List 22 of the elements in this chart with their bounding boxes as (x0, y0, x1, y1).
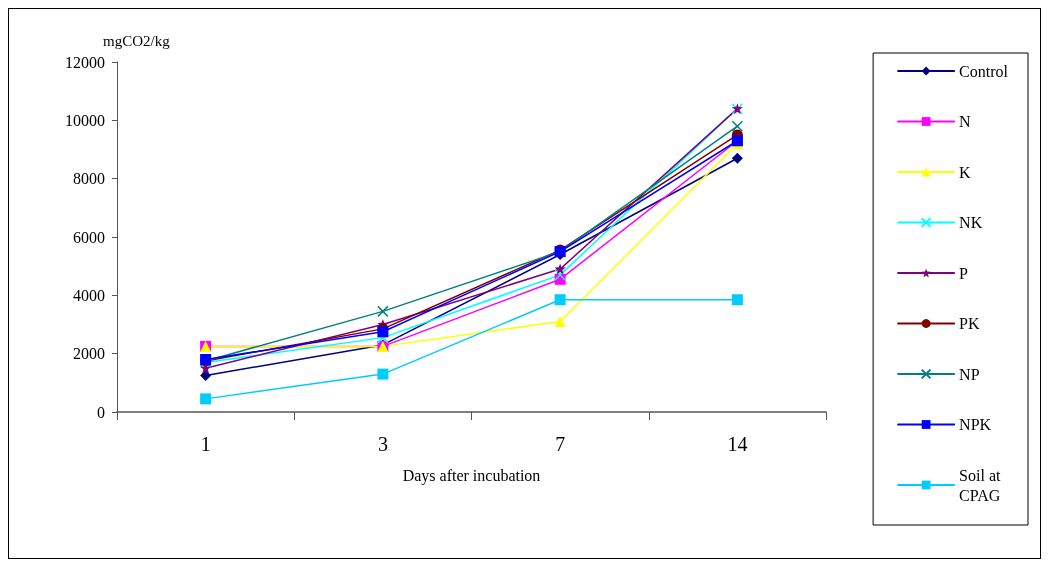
y-tick-label: 4000 (73, 286, 105, 304)
y-tick-label: 8000 (73, 170, 105, 188)
legend-label: N (959, 113, 972, 130)
legend-label: NK (959, 214, 983, 231)
y-tick-label: 6000 (73, 228, 105, 246)
legend-label: Control (959, 62, 1009, 80)
legend-label: K (959, 163, 972, 181)
legend-label: Soil at CPAG (959, 466, 1001, 504)
legend-label: P (959, 264, 969, 282)
y-tick-label: 0 (97, 403, 105, 421)
y-axis-title: mgCO2/kg (103, 32, 171, 49)
legend-label: PK (959, 315, 981, 332)
y-tick-label: 10000 (65, 111, 105, 129)
x-tick-label: 14 (727, 433, 748, 455)
x-tick-label: 7 (555, 433, 566, 455)
y-tick-label: 2000 (73, 345, 105, 363)
x-axis-title: Days after incubation (402, 466, 541, 485)
legend-label: NPK (959, 416, 992, 433)
legend-label: NP (959, 365, 980, 383)
y-tick-label: 12000 (65, 53, 105, 71)
x-tick-label: 1 (200, 433, 211, 455)
x-tick-label: 3 (377, 433, 388, 455)
